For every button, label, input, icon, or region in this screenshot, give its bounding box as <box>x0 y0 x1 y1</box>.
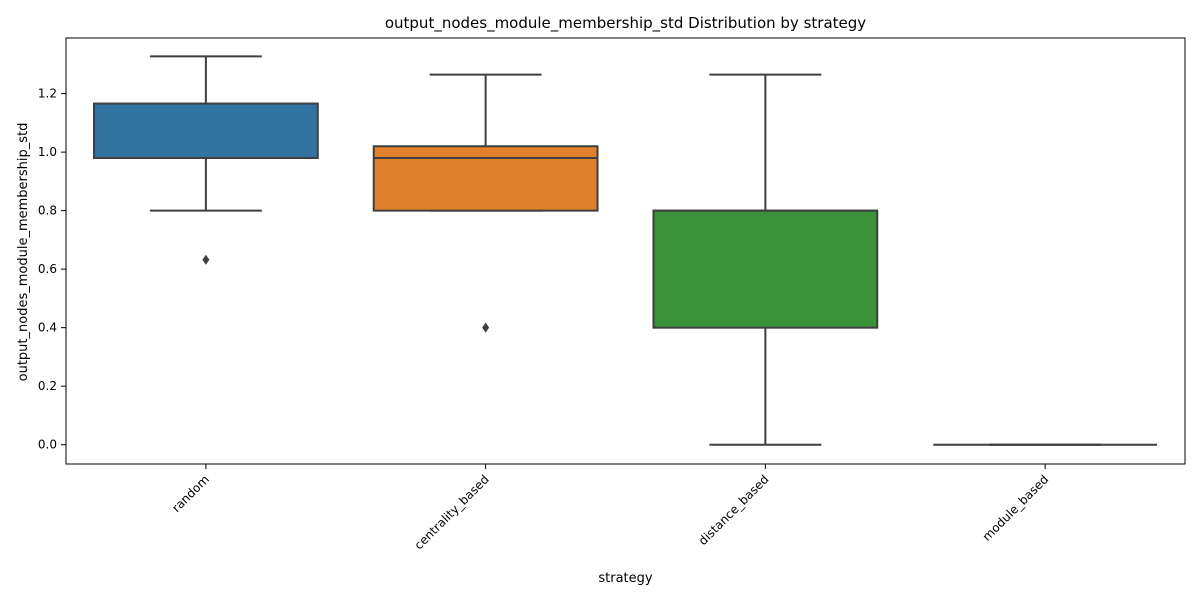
y-tick-label: 0.8 <box>38 204 57 218</box>
x-tick-label: distance_based <box>696 472 772 548</box>
chart-title: output_nodes_module_membership_std Distr… <box>385 14 866 33</box>
y-tick-label: 0.0 <box>38 438 57 452</box>
iqr-box <box>652 209 879 329</box>
y-axis-label: output_nodes_module_membership_std <box>16 123 31 382</box>
box-centrality_based <box>372 73 599 333</box>
x-axis: random centrality_based distance_based modu… <box>169 464 1051 552</box>
y-tick-label: 0.2 <box>38 379 57 393</box>
plot-area <box>92 55 1158 446</box>
box-distance_based <box>652 73 879 446</box>
outlier-point <box>202 254 210 265</box>
y-tick-label: 1.0 <box>38 145 57 159</box>
iqr-box <box>92 102 319 159</box>
y-axis: 0.0 0.2 0.4 0.6 0.8 1.0 1.2 <box>38 87 66 452</box>
y-tick-label: 1.2 <box>38 87 57 101</box>
y-tick-label: 0.6 <box>38 262 57 276</box>
plot-frame <box>65 37 1186 465</box>
x-tick-label: centrality_based <box>412 472 492 552</box>
x-tick-label: module_based <box>980 472 1052 544</box>
x-axis-label: strategy <box>598 571 653 586</box>
iqr-box <box>372 145 599 212</box>
y-tick-label: 0.4 <box>38 321 57 335</box>
outlier-point <box>482 322 490 333</box>
x-tick-label: random <box>169 472 212 515</box>
box-random <box>92 55 319 265</box>
